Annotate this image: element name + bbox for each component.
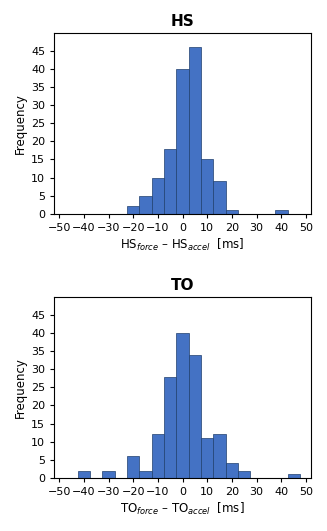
- Bar: [189, 47, 201, 213]
- X-axis label: HS$_{force}$ – HS$_{accel}$  [ms]: HS$_{force}$ – HS$_{accel}$ [ms]: [120, 237, 245, 253]
- Bar: [201, 438, 214, 478]
- Bar: [287, 474, 300, 478]
- Bar: [214, 181, 226, 213]
- Bar: [164, 376, 177, 478]
- Bar: [177, 69, 189, 213]
- Bar: [164, 149, 177, 213]
- Bar: [102, 470, 115, 478]
- Bar: [139, 195, 152, 213]
- Title: HS: HS: [171, 14, 195, 29]
- Bar: [226, 464, 238, 478]
- Bar: [152, 177, 164, 213]
- Bar: [127, 456, 139, 478]
- Bar: [275, 210, 287, 213]
- Y-axis label: Frequency: Frequency: [14, 357, 27, 418]
- Bar: [226, 210, 238, 213]
- Bar: [152, 434, 164, 478]
- X-axis label: TO$_{force}$ – TO$_{accel}$  [ms]: TO$_{force}$ – TO$_{accel}$ [ms]: [120, 501, 245, 517]
- Y-axis label: Frequency: Frequency: [14, 93, 27, 153]
- Bar: [214, 434, 226, 478]
- Bar: [78, 470, 90, 478]
- Bar: [127, 207, 139, 213]
- Bar: [177, 333, 189, 478]
- Bar: [139, 470, 152, 478]
- Bar: [201, 159, 214, 213]
- Title: TO: TO: [171, 278, 194, 293]
- Bar: [238, 470, 250, 478]
- Bar: [189, 355, 201, 478]
